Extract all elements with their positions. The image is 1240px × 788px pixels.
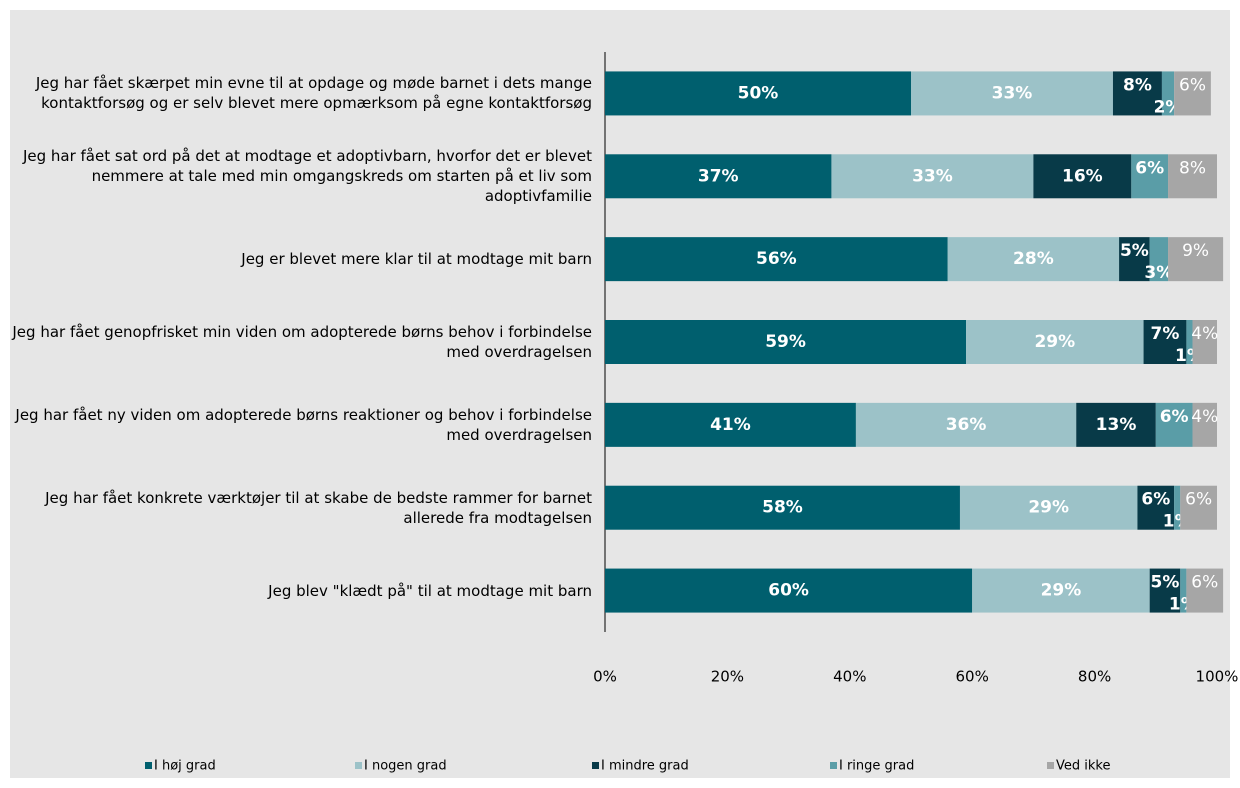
data-label: 29% [1028, 498, 1069, 518]
data-label: 6% [1141, 490, 1170, 510]
data-label: 6% [1160, 407, 1189, 427]
data-label: 13% [1096, 415, 1137, 435]
x-tick-label: 80% [1078, 668, 1111, 686]
category-label: Jeg er blevet mere klar til at modtage m… [241, 250, 592, 269]
data-label: 37% [698, 166, 739, 186]
bar-segment [1143, 320, 1187, 364]
bar-segment [1168, 154, 1217, 199]
category-label-box: Jeg blev "klædt på" til at modtage mit b… [268, 581, 592, 600]
data-label: 29% [1041, 581, 1082, 601]
bar-segment [605, 154, 832, 199]
data-label: 6% [1135, 158, 1164, 178]
data-label: 3% [1144, 263, 1173, 283]
data-label: 4% [1191, 324, 1218, 344]
category-label: Jeg har fået skærpet min evne til at opd… [35, 74, 592, 113]
bar-segment [1033, 154, 1132, 199]
data-label: 4% [1191, 407, 1218, 427]
category-label: Jeg har fået sat ord på det at modtage e… [22, 147, 592, 206]
bar-segment [1168, 237, 1224, 282]
bar-segment [911, 71, 1113, 116]
data-label: 56% [756, 249, 797, 269]
category-label-box: Jeg har fået sat ord på det at modtage e… [22, 147, 592, 206]
bar-segment [1174, 71, 1211, 116]
bar-segment [1076, 402, 1156, 447]
x-tick-label: 0% [593, 668, 617, 686]
bar-segment [972, 568, 1150, 613]
data-label: 9% [1182, 241, 1209, 261]
bar-segment [1112, 71, 1162, 116]
data-label: 58% [762, 498, 803, 518]
data-label: 59% [765, 332, 806, 352]
bar-segment [1180, 568, 1187, 613]
legend-swatch [355, 762, 362, 769]
bar-segment [1161, 71, 1175, 116]
bar-segment [1131, 154, 1169, 199]
bar-segment [1186, 320, 1193, 364]
bar-segment [1149, 568, 1181, 613]
legend-swatch [830, 762, 837, 769]
data-label: 33% [912, 166, 953, 186]
bar-segment [1149, 237, 1169, 282]
legend-label: I høj grad [154, 759, 216, 774]
data-label: 8% [1123, 75, 1152, 95]
bar-segment [1174, 485, 1181, 530]
bar-segment [605, 568, 973, 613]
category-label: Jeg blev "klædt på" til at modtage mit b… [268, 581, 592, 600]
bar-segment [1119, 237, 1150, 282]
data-label: 33% [992, 83, 1033, 103]
data-label: 6% [1185, 490, 1212, 510]
category-label-box: Jeg har fået konkrete værktøjer til at s… [45, 488, 592, 527]
legend-label: I ringe grad [839, 759, 914, 774]
data-label: 50% [738, 83, 779, 103]
legend-swatch [145, 762, 152, 769]
data-label: 41% [710, 415, 751, 435]
data-label: 7% [1151, 324, 1180, 344]
bar-segment [1155, 402, 1193, 447]
bar-segment [831, 154, 1034, 199]
bar-segment [605, 485, 960, 530]
data-label: 6% [1179, 75, 1206, 95]
bar-segment [1192, 320, 1217, 364]
bar-segment [1137, 485, 1175, 530]
bar-segment [1186, 568, 1224, 613]
bar-segment [1180, 485, 1217, 530]
category-label-box: Jeg har fået ny viden om adopterede børn… [15, 405, 592, 444]
data-label: 60% [768, 581, 809, 601]
data-label: 16% [1062, 166, 1103, 186]
category-label: Jeg har fået ny viden om adopterede børn… [15, 405, 592, 444]
bar-segment [605, 237, 948, 282]
legend-label: I mindre grad [601, 759, 689, 774]
data-label: 6% [1191, 573, 1218, 593]
category-label: Jeg har fået konkrete værktøjer til at s… [45, 488, 592, 527]
category-label: Jeg har fået genopfrisket min viden om a… [12, 323, 592, 361]
category-label-box: Jeg er blevet mere klar til at modtage m… [241, 250, 592, 269]
data-label: 5% [1120, 241, 1149, 261]
data-label: 36% [946, 415, 987, 435]
category-label-box: Jeg har fået skærpet min evne til at opd… [35, 74, 592, 113]
bar-segment [1192, 402, 1217, 447]
legend-label: I nogen grad [364, 759, 447, 774]
bar-segment [605, 320, 967, 364]
data-label: 5% [1151, 573, 1180, 593]
bar-segment [959, 485, 1138, 530]
bar-segment [966, 320, 1144, 364]
bar-segment [947, 237, 1120, 282]
x-tick-label: 100% [1196, 668, 1239, 686]
chart-background [10, 10, 1230, 778]
x-tick-label: 40% [833, 668, 866, 686]
data-label: 28% [1013, 249, 1054, 269]
x-tick-label: 60% [956, 668, 989, 686]
bar-segment [855, 402, 1077, 447]
x-tick-label: 20% [711, 668, 744, 686]
data-label: 29% [1034, 332, 1075, 352]
category-label-box: Jeg har fået genopfrisket min viden om a… [12, 323, 592, 361]
legend-swatch [1047, 762, 1054, 769]
legend-swatch [592, 762, 599, 769]
bar-segment [605, 402, 856, 447]
legend-label: Ved ikke [1056, 759, 1110, 774]
data-label: 8% [1179, 158, 1206, 178]
bar-segment [605, 71, 911, 116]
